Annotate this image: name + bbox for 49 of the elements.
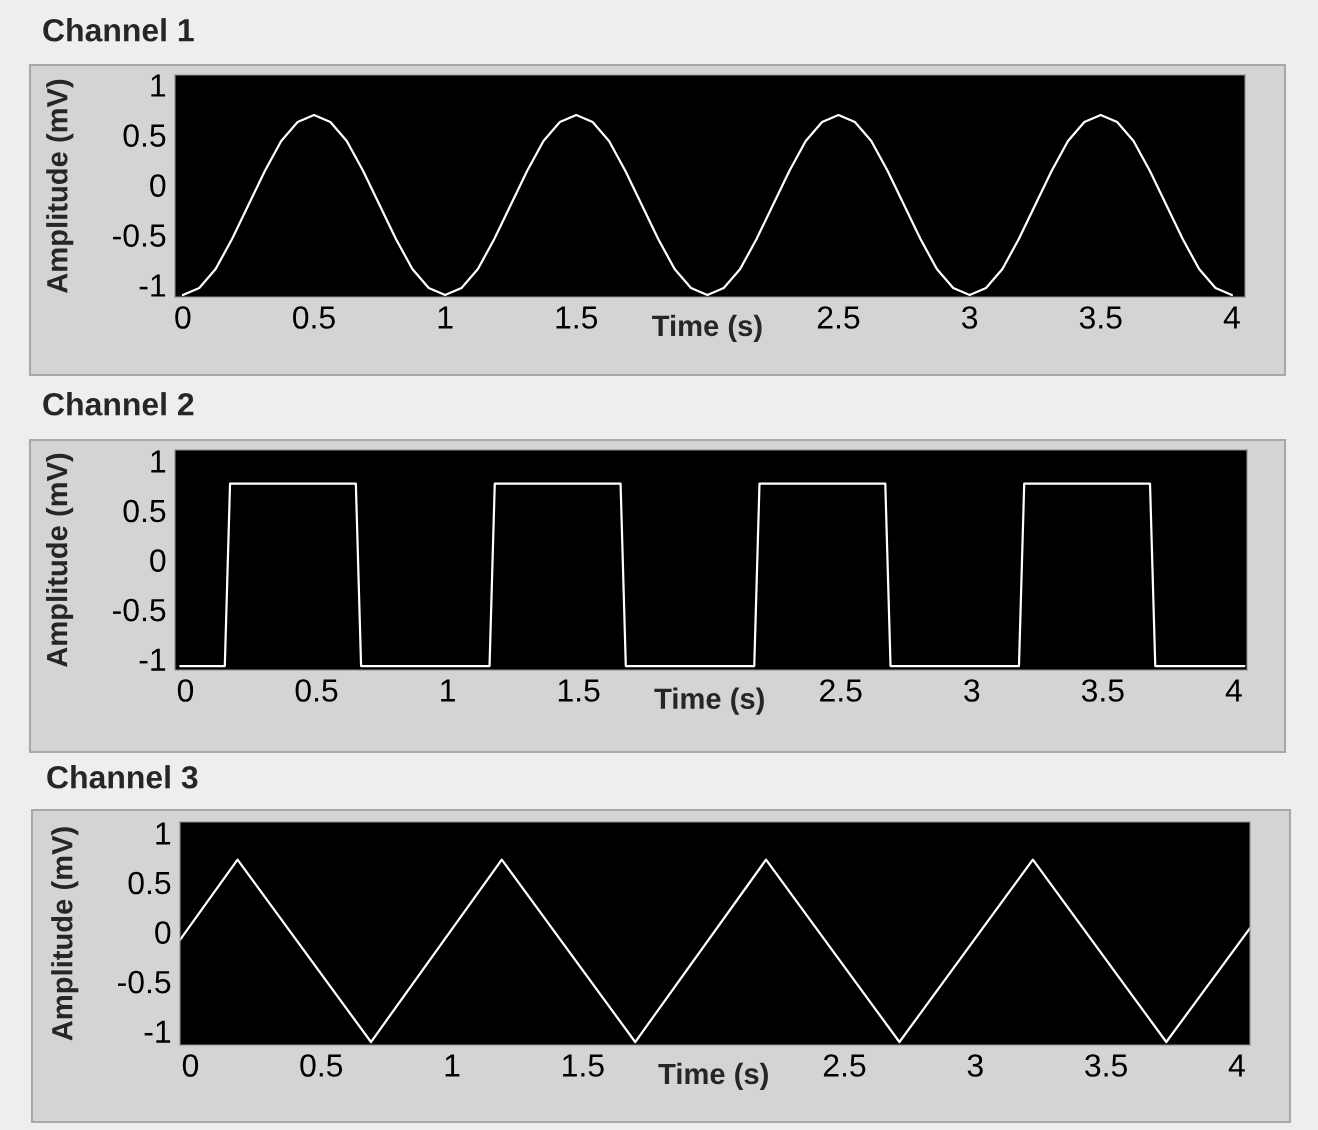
- y-tick-label: 0: [155, 921, 171, 944]
- x-tick-label: 1: [438, 306, 453, 329]
- x-tick-label: 0: [175, 306, 191, 329]
- x-tick-label: 1.5: [563, 1054, 604, 1077]
- y-axis-title: Amplitude (mV): [45, 453, 74, 668]
- y-tick-label: -0.5: [118, 970, 171, 994]
- x-tick-label: 3.5: [1081, 679, 1124, 702]
- y-tick-label: -0.5: [113, 598, 166, 622]
- x-axis-title: Time (s): [654, 687, 764, 715]
- y-tick-label: 0.5: [123, 124, 166, 147]
- y-tick-label: 0.5: [128, 871, 171, 895]
- y-tick-label: 1: [151, 74, 166, 97]
- y-tick-label: -1: [144, 1020, 171, 1043]
- y-tick-label: 0: [150, 174, 166, 197]
- x-tick-label: 0: [177, 679, 194, 702]
- y-tick-label: -1: [139, 648, 166, 671]
- x-tick-label: 1: [441, 679, 455, 702]
- x-tick-label: 4: [1223, 306, 1240, 329]
- y-tick-label: 0.5: [123, 499, 166, 523]
- y-axis-title: Amplitude (mV): [46, 79, 74, 294]
- y-axis-title: Amplitude (mV): [51, 827, 79, 1041]
- x-tick-label: 1: [445, 1054, 460, 1077]
- x-tick-label: 0: [182, 1054, 199, 1077]
- x-tick-label: 2.5: [817, 306, 860, 329]
- y-tick-label: 0: [150, 549, 166, 572]
- x-tick-label: 3.5: [1079, 306, 1122, 329]
- line-series: [181, 113, 1233, 297]
- x-tick-label: 0.5: [293, 306, 335, 329]
- x-axis-title: Time (s): [658, 1062, 768, 1091]
- x-tick-label: 3: [961, 306, 978, 329]
- chart-title: Channel 3: [47, 765, 198, 789]
- y-tick-label: 1: [151, 450, 166, 473]
- x-tick-label: 4: [1225, 679, 1242, 702]
- x-tick-label: 2.5: [823, 1054, 866, 1077]
- x-tick-label: 1.5: [556, 306, 598, 329]
- y-tick-label: 1: [156, 822, 171, 845]
- x-tick-label: 3: [967, 1054, 983, 1077]
- chart-title: Channel 2: [43, 392, 194, 416]
- y-tick-label: -0.5: [113, 224, 166, 247]
- chart-title: Channel 1: [43, 18, 194, 42]
- x-tick-label: 1.5: [558, 679, 600, 702]
- x-axis-title: Time (s): [652, 314, 762, 342]
- x-tick-label: 0.5: [295, 679, 338, 702]
- x-tick-label: 4: [1228, 1054, 1245, 1077]
- x-tick-label: 3.5: [1085, 1054, 1127, 1077]
- x-tick-label: 0.5: [300, 1054, 343, 1077]
- x-tick-label: 2.5: [820, 679, 862, 702]
- x-tick-label: 3: [964, 679, 980, 702]
- y-tick-label: -1: [139, 274, 166, 297]
